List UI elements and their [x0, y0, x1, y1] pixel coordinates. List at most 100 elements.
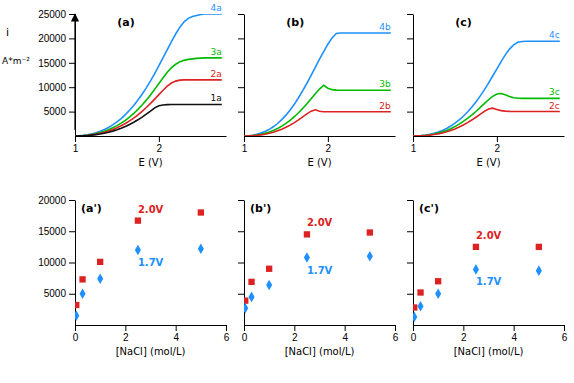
- x-tick-label: 0: [411, 332, 417, 343]
- y-tick: [407, 200, 413, 201]
- y-tick: [238, 200, 244, 201]
- series-label: 2.0V: [476, 230, 502, 241]
- y-axis: [407, 201, 414, 326]
- x-tick: 2: [123, 325, 129, 343]
- x-tick-mark: [345, 325, 346, 331]
- y-axis: [407, 15, 414, 137]
- labels: 2.0V1.7V(a')[NaCl] (mol/L): [81, 202, 185, 357]
- y-tick-mark: [69, 38, 75, 39]
- scatter-point: [135, 245, 141, 256]
- series-label: 1a: [211, 93, 222, 103]
- panel-title: (a): [117, 16, 134, 29]
- x-tick: 6: [393, 325, 399, 343]
- x-tick: 2: [292, 325, 298, 343]
- x-axis: 12: [242, 136, 396, 154]
- scatter-point: [97, 259, 103, 265]
- x-tick-label: 2: [123, 332, 129, 343]
- x-tick-mark: [244, 325, 245, 331]
- x-axis-title: E (V): [476, 157, 500, 168]
- x-tick: 4: [511, 325, 517, 343]
- panel-title: (a'): [81, 202, 102, 215]
- plot-area: [244, 33, 391, 136]
- y-tick: 20000: [38, 33, 75, 44]
- x-tick-mark: [244, 136, 245, 142]
- scatter-point: [266, 280, 272, 291]
- y-tick-mark: [69, 112, 75, 113]
- y-tick-label: 5000: [44, 106, 67, 117]
- y-tick: 10000: [38, 257, 75, 268]
- y-axis-line: [413, 15, 414, 137]
- y-tick-mark: [407, 112, 413, 113]
- y-axis: 5000100001500020000: [38, 195, 75, 326]
- y-tick: [407, 263, 413, 264]
- x-tick-mark: [75, 325, 76, 331]
- x-tick-mark: [564, 325, 565, 331]
- x-axis-title: [NaCl] (mol/L): [285, 346, 355, 357]
- y-tick: [238, 231, 244, 232]
- annotation: A*m⁻²: [2, 56, 30, 66]
- series-line: [75, 58, 222, 136]
- x-tick: 4: [173, 325, 179, 343]
- y-tick-mark: [407, 87, 413, 88]
- x-tick-mark: [497, 136, 498, 142]
- panel: 124b3b2b(b)E (V): [238, 15, 396, 169]
- y-tick: [238, 87, 244, 88]
- panel-title: (c'): [419, 202, 439, 215]
- x-tick-mark: [159, 136, 160, 142]
- y-tick-mark: [407, 14, 413, 15]
- series-label: 2.0V: [307, 217, 333, 228]
- x-tick-label: 2: [495, 143, 501, 154]
- x-tick-label: 6: [562, 332, 568, 343]
- series-line: [244, 110, 391, 136]
- scatter-point: [417, 289, 423, 295]
- y-tick-mark: [238, 63, 244, 64]
- plot-area: [244, 229, 373, 313]
- labels: 4c3c2c(c)E (V): [455, 16, 560, 168]
- scatter-point: [435, 288, 441, 299]
- x-axis-line: [76, 136, 227, 137]
- y-tick: [407, 87, 413, 88]
- series-label: 4c: [549, 30, 560, 40]
- y-tick: 5000: [44, 106, 75, 117]
- labels: 2.0V1.7V(c')[NaCl] (mol/L): [419, 202, 523, 357]
- y-tick-mark: [69, 263, 75, 264]
- y-tick-label: 5000: [44, 288, 67, 299]
- scatter-point: [79, 276, 85, 282]
- y-tick-mark: [69, 231, 75, 232]
- x-tick-mark: [395, 325, 396, 331]
- y-tick: 25000: [38, 9, 75, 20]
- scatter-point: [536, 265, 542, 276]
- x-tick: 4: [342, 325, 348, 343]
- x-tick-mark: [125, 325, 126, 331]
- x-tick-mark: [463, 325, 464, 331]
- x-axis: 0246: [242, 325, 399, 343]
- y-tick-label: 20000: [38, 33, 66, 44]
- panel: 124c3c2c(c)E (V): [407, 15, 565, 169]
- series-label: 3c: [549, 87, 560, 97]
- series-label: 1.7V: [307, 265, 333, 276]
- scatter-point: [97, 273, 103, 284]
- x-tick-label: 6: [224, 332, 230, 343]
- scatter-point: [135, 217, 141, 223]
- y-tick-mark: [238, 263, 244, 264]
- scatter-point: [198, 209, 204, 215]
- x-tick: 6: [224, 325, 230, 343]
- x-axis-line: [414, 136, 565, 137]
- x-axis-line: [414, 325, 565, 326]
- labels: 4a3a2a1a(a)E (V): [117, 3, 222, 168]
- scatter-point: [249, 292, 255, 303]
- x-tick-mark: [413, 325, 414, 331]
- y-tick: [407, 38, 413, 39]
- y-axis-title: i: [6, 26, 9, 39]
- x-axis-title: [NaCl] (mol/L): [116, 346, 186, 357]
- series-label: 3b: [379, 79, 391, 89]
- x-tick-mark: [294, 325, 295, 331]
- y-axis: 500010000150002000025000: [38, 9, 75, 137]
- series-label: 2a: [211, 69, 222, 79]
- series-line: [244, 85, 391, 136]
- series-line: [413, 108, 560, 136]
- axis-arrow: [74, 14, 75, 130]
- scatter-point: [413, 312, 417, 323]
- y-tick-mark: [407, 200, 413, 201]
- scatter-point: [367, 251, 373, 262]
